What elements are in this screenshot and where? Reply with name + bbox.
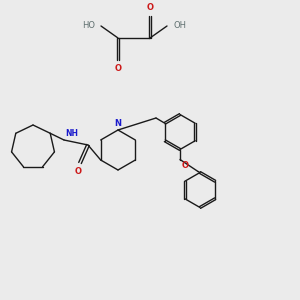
Text: O: O [115, 64, 122, 73]
Text: NH: NH [65, 128, 78, 137]
Text: O: O [146, 3, 154, 12]
Text: N: N [115, 118, 122, 127]
Text: O: O [182, 160, 189, 169]
Text: HO: HO [82, 20, 95, 29]
Text: OH: OH [173, 20, 186, 29]
Text: O: O [74, 167, 82, 176]
